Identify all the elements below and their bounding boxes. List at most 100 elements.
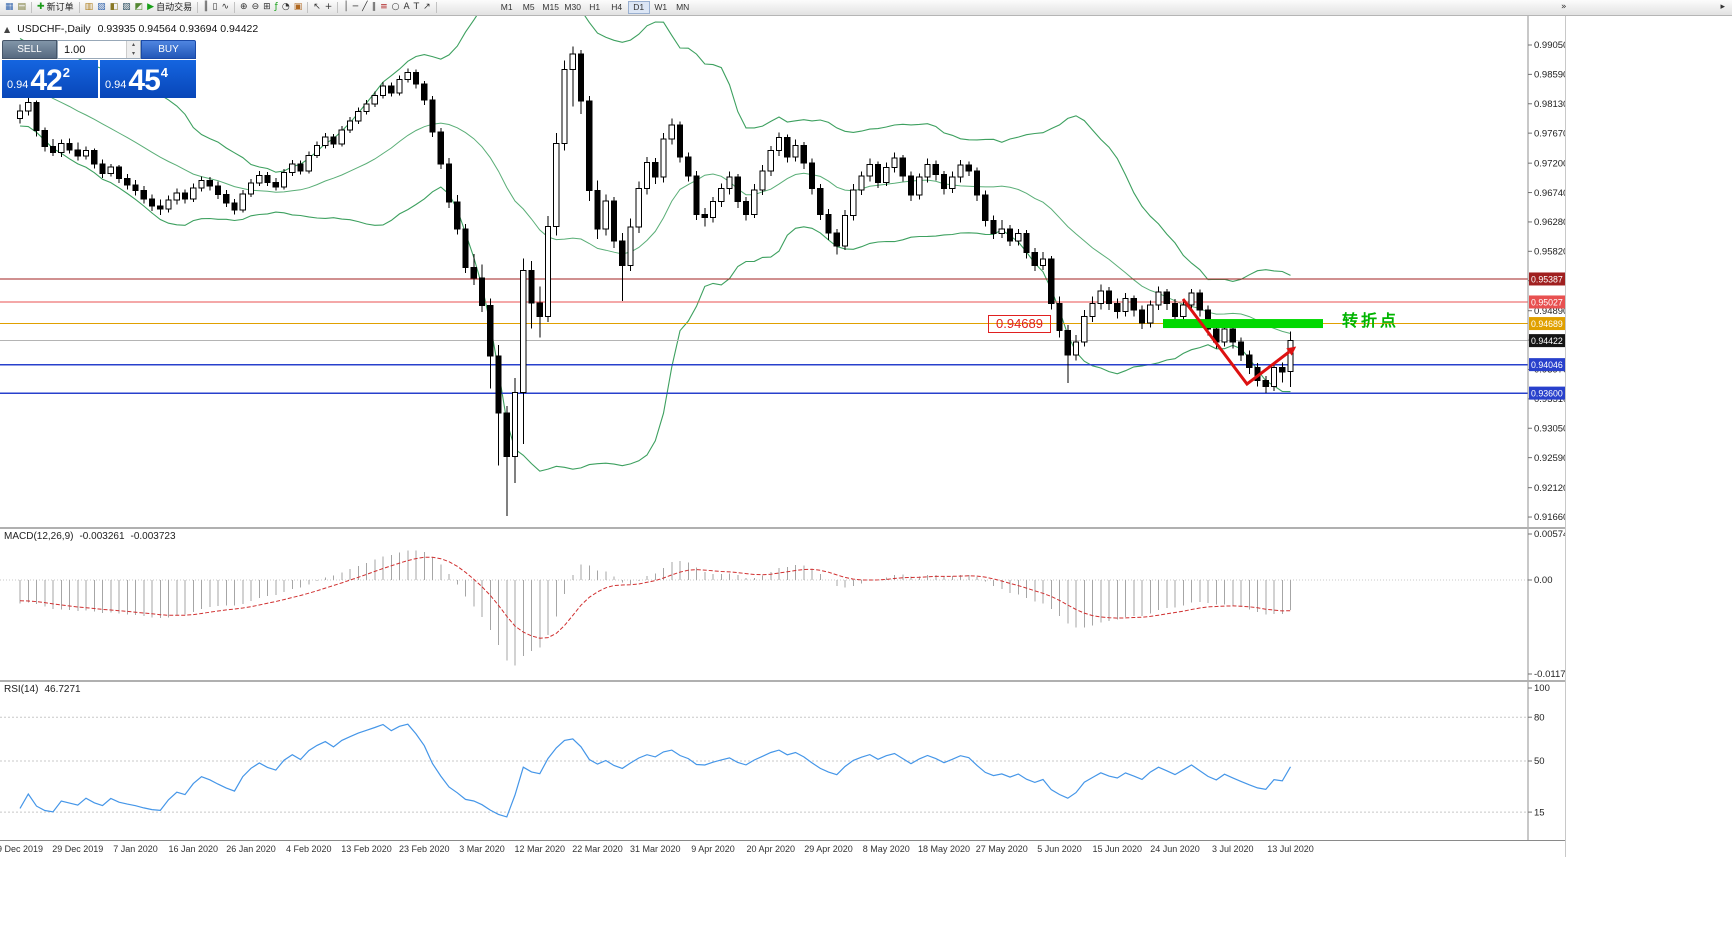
timeframe-w1[interactable]: W1 [650,1,672,14]
timeframe-m15[interactable]: M15 [540,1,562,14]
sell-button[interactable]: SELL [2,40,57,59]
trendline-icon: ╱ [362,2,368,12]
vertical-line-icon[interactable]: │ [341,1,350,15]
strategy-tester-icon: ◩ [134,2,144,12]
oneclick-collapse-arrow[interactable]: ▲ [4,24,11,34]
fibonacci-icon: ≡ [380,2,388,12]
main-chart-pane: 0.99050 0.98590 0.98130 0.97670 0.97200 0.967… [0,16,1565,527]
data-window-icon[interactable]: ▧ [95,1,108,15]
crosshair-icon: + [324,2,333,12]
data-window-icon: ▧ [97,2,106,12]
indicators-icon[interactable]: ƒ [273,1,280,15]
date-label: 9 Dec 2019 [0,844,44,854]
date-label: 12 Mar 2020 [514,844,566,854]
scroll-to-end-icon: ▸ [1720,2,1725,12]
svg-text:0.91660: 0.91660 [1534,512,1565,523]
terminal-icon[interactable]: ▨ [120,1,133,15]
autotrading-button-label: 自动交易 [156,2,193,12]
new-chart-button[interactable]: ▦ [3,1,16,15]
date-label: 4 Feb 2020 [285,844,332,854]
timeframe-m5[interactable]: M5 [518,1,540,14]
fibonacci-icon[interactable]: ≡ [378,1,390,15]
date-label: 29 Dec 2019 [52,844,104,854]
buy-price-sup: 4 [160,65,169,80]
new-order-button[interactable]: ✚ 新订单 [35,1,76,15]
tile-windows-icon[interactable]: ⊞ [261,1,273,15]
svg-text:0.97670: 0.97670 [1534,128,1565,139]
svg-text:0.94046: 0.94046 [1531,360,1563,370]
rsi-value: 46.7271 [44,684,81,695]
volume-increase-icon[interactable]: ▴ [127,41,140,50]
volume-decrease-icon[interactable]: ▾ [127,49,140,58]
toolbar-separator [337,2,339,13]
candlestick-chart-icon[interactable]: ▯ [211,1,220,15]
date-label: 27 May 2020 [975,844,1028,854]
date-label: 20 Apr 2020 [746,844,796,854]
date-label: 16 Jan 2020 [168,844,219,854]
date-label: 7 Jan 2020 [113,844,158,854]
toolbar-separator [234,2,236,13]
date-axis[interactable]: 9 Dec 2019 29 Dec 2019 7 Jan 2020 16 Jan 20… [0,840,1565,858]
channel-icon[interactable]: ∥ [370,1,379,15]
autotrading-button[interactable]: ▶ 自动交易 [145,1,194,15]
macd-value-signal: -0.003723 [130,531,176,542]
text-label-icon: T [413,2,420,12]
timeframe-m1[interactable]: M1 [496,1,518,14]
date-label: 15 Jun 2020 [1092,844,1143,854]
zoom-out-icon[interactable]: ⊖ [250,1,262,15]
main-chart-canvas[interactable]: 0.99050 0.98590 0.98130 0.97670 0.97200 0.967… [0,16,1565,527]
macd-pane: 0.005744 0.00 -0.011738 MACD(12,26,9) -0.0… [0,529,1565,680]
text-label-icon[interactable]: T [412,1,422,15]
buy-button[interactable]: BUY [141,40,196,59]
timeframe-h1[interactable]: H1 [584,1,606,14]
pane-divider-macd[interactable] [0,527,1565,529]
sell-price-sup: 2 [62,65,71,80]
cursor-icon: ↖ [313,2,321,12]
turning-point-label[interactable]: 转折点 [1342,313,1400,330]
buy-price-display[interactable]: 0.94 45 4 [100,60,196,98]
bar-chart-icon[interactable]: ║ [201,1,210,15]
volume-value: 1.00 [64,44,86,56]
arrows-icon: ↗ [423,2,431,12]
timeframe-d1[interactable]: D1 [627,1,650,14]
cursor-icon[interactable]: ↖ [311,1,323,15]
strategy-tester-icon[interactable]: ◩ [133,1,146,15]
svg-text:100: 100 [1534,683,1550,694]
rsi-canvas[interactable]: 100 80 50 15 [0,682,1565,840]
toolbar-separator [197,2,199,13]
price-callout-label[interactable]: 0.94689 [988,315,1051,333]
arrows-icon[interactable]: ↗ [421,1,433,15]
svg-text:-0.011738: -0.011738 [1534,669,1565,680]
volume-field[interactable]: 1.00 ▴ ▾ [57,40,141,59]
pane-divider-rsi[interactable] [0,680,1565,682]
svg-text:15: 15 [1534,807,1545,818]
svg-text:0.92590: 0.92590 [1534,453,1565,464]
templates-icon[interactable]: ▣ [292,1,305,15]
horizontal-line-icon: ─ [352,2,359,12]
horizontal-line-icon[interactable]: ─ [351,1,360,15]
macd-canvas[interactable]: 0.005744 0.00 -0.011738 [0,529,1565,680]
date-label: 26 Jan 2020 [226,844,276,854]
scroll-to-end-icon[interactable]: ▸ [1718,1,1727,15]
toolbar-separator [307,2,309,13]
workspace: 0.99050 0.98590 0.98130 0.97670 0.97200 0.967… [0,16,1732,938]
svg-text:0.00: 0.00 [1534,575,1553,586]
crosshair-icon[interactable]: + [323,1,335,15]
timeframe-h4[interactable]: H4 [606,1,628,14]
text-icon[interactable]: A [401,1,411,15]
line-chart-icon[interactable]: ∿ [219,1,231,15]
navigator-icon[interactable]: ◧ [108,1,121,15]
timeframe-m30[interactable]: M30 [562,1,584,14]
new-order-icon: ✚ [37,2,45,12]
market-watch-icon[interactable]: ▥ [83,1,96,15]
svg-text:0.94890: 0.94890 [1534,306,1565,317]
shapes-icon[interactable]: ○ [390,1,402,15]
zoom-in-icon[interactable]: ⊕ [238,1,250,15]
vertical-line-icon: │ [343,2,349,12]
timeframe-mn[interactable]: MN [672,1,694,14]
toolbar-overflow-icon[interactable]: » [1559,1,1569,15]
profiles-button[interactable]: ▤ [16,1,29,15]
sell-price-display[interactable]: 0.94 42 2 [2,60,98,98]
trendline-icon[interactable]: ╱ [360,1,369,15]
periods-icon[interactable]: ◔ [280,1,292,15]
